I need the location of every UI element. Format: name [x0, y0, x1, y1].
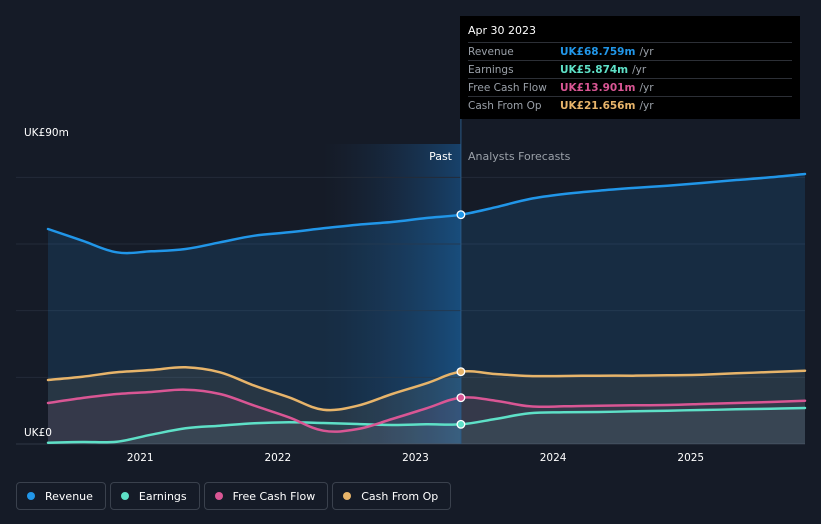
- marker-cash-from-op: [456, 367, 466, 377]
- legend-item-earnings[interactable]: Earnings: [109, 482, 200, 510]
- marker-free-cash-flow: [456, 393, 466, 403]
- tooltip-row-cash-from-op: Cash From Op UK£21.656m /yr: [468, 96, 792, 114]
- area-earnings: [48, 408, 805, 444]
- tooltip-date: Apr 30 2023: [468, 24, 537, 37]
- tooltip-value: UK£68.759m: [560, 45, 636, 58]
- x-tick-label: 2025: [677, 452, 704, 464]
- legend-dot-icon: [343, 492, 352, 500]
- tooltip-label: Free Cash Flow: [468, 81, 547, 94]
- tooltip-label: Earnings: [468, 63, 514, 76]
- tooltip-row-free-cash-flow: Free Cash Flow UK£13.901m /yr: [468, 78, 792, 96]
- tooltip-row-earnings: Earnings UK£5.874m /yr: [468, 60, 792, 78]
- y-axis-bottom-label: UK£0: [24, 427, 52, 439]
- y-axis-top-label: UK£90m: [24, 127, 69, 139]
- legend-label: Free Cash Flow: [232, 489, 316, 503]
- line-earnings: [46, 406, 807, 444]
- tooltip-unit: /yr: [632, 63, 647, 76]
- x-axis-ticks: 2021 2022 2023 2024 2025: [127, 452, 704, 464]
- past-label: Past: [429, 150, 453, 163]
- tooltip-unit: /yr: [639, 81, 654, 94]
- legend-item-revenue[interactable]: Revenue: [16, 482, 106, 510]
- tooltip-unit: /yr: [639, 99, 654, 112]
- line-cash-from-op: [46, 366, 807, 412]
- legend-label: Revenue: [45, 489, 93, 503]
- tooltip-label: Cash From Op: [468, 99, 542, 112]
- x-tick-label: 2022: [264, 452, 291, 464]
- legend-dot-icon: [214, 492, 223, 500]
- legend-item-cash-from-op[interactable]: Cash From Op: [332, 482, 452, 510]
- line-free-cash-flow: [46, 388, 807, 433]
- line-revenue: [46, 172, 807, 255]
- legend-label: Earnings: [138, 489, 187, 503]
- gridlines: [16, 176, 805, 445]
- series-markers: [456, 210, 466, 429]
- legend: Revenue Earnings Free Cash Flow Cash Fro…: [16, 482, 452, 512]
- legend-item-free-cash-flow[interactable]: Free Cash Flow: [203, 482, 329, 510]
- tooltip-value: UK£5.874m: [560, 63, 629, 76]
- tooltip-row-revenue: Revenue UK£68.759m /yr: [468, 42, 792, 60]
- marker-revenue: [456, 210, 466, 220]
- x-tick-label: 2023: [402, 452, 429, 464]
- legend-label: Cash From Op: [361, 489, 439, 503]
- area-free-cash-flow: [48, 389, 805, 444]
- legend-dot-icon: [27, 492, 35, 500]
- tooltip-value: UK£21.656m: [560, 99, 636, 112]
- series-lines: [46, 172, 807, 444]
- x-tick-label: 2021: [127, 452, 154, 464]
- forecast-label: Analysts Forecasts: [468, 150, 571, 163]
- legend-dot-icon: [120, 492, 129, 500]
- x-tick-label: 2024: [540, 452, 567, 464]
- marker-earnings: [456, 419, 466, 429]
- tooltip-unit: /yr: [639, 45, 654, 58]
- tooltip-value: UK£13.901m: [560, 81, 636, 94]
- tooltip: Apr 30 2023 Revenue UK£68.759m /yr Earni…: [460, 16, 800, 119]
- tooltip-label: Revenue: [468, 45, 514, 58]
